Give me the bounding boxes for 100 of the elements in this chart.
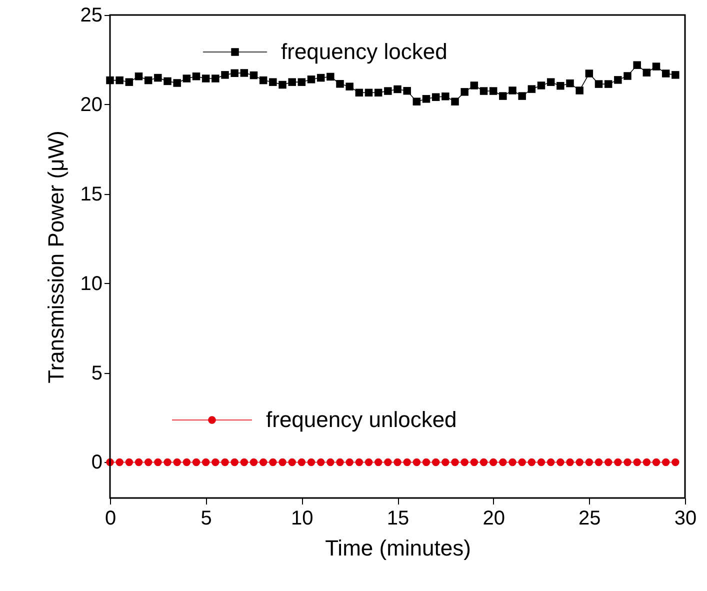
y-tick-label: 25 <box>80 4 102 26</box>
point <box>672 71 680 79</box>
point <box>394 458 402 466</box>
point <box>326 458 334 466</box>
point <box>633 61 641 69</box>
point <box>221 71 229 79</box>
point <box>202 458 210 466</box>
x-tick-label: 15 <box>386 508 410 530</box>
point <box>374 88 382 97</box>
point <box>250 71 258 80</box>
point <box>422 458 430 466</box>
point <box>442 458 450 466</box>
point <box>307 76 316 84</box>
point <box>125 78 134 86</box>
point <box>355 458 364 466</box>
point <box>556 82 564 90</box>
point <box>374 458 382 466</box>
point <box>278 458 286 466</box>
point <box>576 458 584 466</box>
y-axis-title: Transmission Power (μW) <box>43 130 68 384</box>
point <box>230 69 238 78</box>
point <box>576 86 584 94</box>
point <box>662 70 670 78</box>
point <box>508 86 516 94</box>
point <box>182 74 191 82</box>
point <box>642 458 651 466</box>
point <box>269 78 277 86</box>
point <box>230 458 238 466</box>
point <box>537 458 546 466</box>
point <box>499 92 507 100</box>
point <box>364 88 373 97</box>
point <box>422 95 430 103</box>
point <box>278 80 286 89</box>
point <box>182 458 191 466</box>
point <box>614 76 622 84</box>
point <box>259 458 268 466</box>
point <box>154 458 162 466</box>
point <box>394 85 402 94</box>
point <box>546 78 555 86</box>
point <box>154 74 162 82</box>
point <box>384 458 392 466</box>
point <box>489 87 498 95</box>
point <box>594 80 603 88</box>
point <box>403 458 411 466</box>
point <box>652 62 660 70</box>
point <box>662 458 670 466</box>
x-tick-label: 0 <box>104 508 116 530</box>
point <box>355 88 364 97</box>
point <box>604 458 612 466</box>
point <box>326 72 334 81</box>
point <box>384 87 392 95</box>
point <box>451 458 459 466</box>
point <box>250 458 258 466</box>
point <box>432 93 440 101</box>
point <box>134 72 143 80</box>
point <box>336 458 344 466</box>
point <box>240 69 248 77</box>
point <box>364 458 373 466</box>
y-tick-label: 15 <box>80 183 102 206</box>
point <box>173 458 181 466</box>
point <box>633 458 641 466</box>
point <box>144 458 152 466</box>
point <box>460 458 468 466</box>
point <box>470 458 478 466</box>
point <box>566 79 574 88</box>
point <box>346 82 354 90</box>
point <box>508 458 516 466</box>
y-tick-label: 0 <box>91 452 102 474</box>
point <box>316 74 325 82</box>
x-axis-title: Time (minutes) <box>325 536 471 560</box>
point <box>585 70 594 78</box>
point <box>528 85 536 93</box>
point <box>480 458 488 466</box>
y-tick-label: 20 <box>80 94 102 116</box>
point <box>288 78 296 86</box>
x-tick-label: 30 <box>674 508 697 530</box>
point <box>566 458 574 466</box>
point <box>624 72 632 80</box>
point <box>672 458 680 466</box>
point <box>346 458 354 466</box>
point <box>537 82 546 90</box>
point <box>546 458 555 466</box>
point <box>470 82 478 90</box>
point <box>585 458 594 466</box>
point <box>212 74 220 82</box>
point <box>192 458 200 466</box>
point <box>269 458 277 466</box>
point <box>432 458 440 466</box>
point <box>164 458 172 466</box>
point <box>460 88 468 96</box>
point <box>652 458 660 466</box>
point <box>518 458 526 466</box>
point <box>594 458 603 466</box>
point <box>298 458 306 466</box>
point <box>173 79 181 87</box>
point <box>624 458 632 466</box>
x-tick-label: 5 <box>200 508 212 530</box>
point <box>298 78 306 86</box>
legend-label: frequency unlocked <box>266 407 457 432</box>
point <box>116 458 124 466</box>
